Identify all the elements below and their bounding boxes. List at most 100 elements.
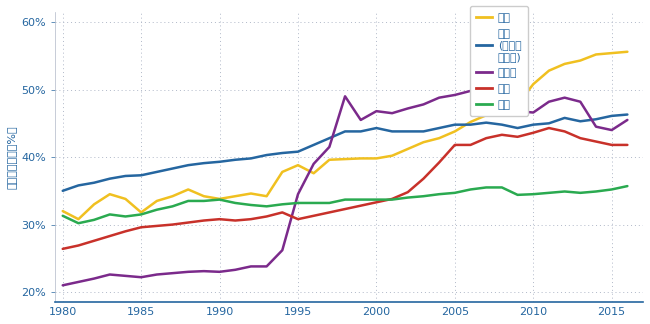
北美
(美国与
加拿大) — [122, 174, 129, 178]
中国 — [498, 133, 506, 137]
印度 — [404, 147, 411, 151]
印度 — [623, 50, 631, 54]
印度 — [185, 188, 192, 191]
欧洲 — [200, 199, 208, 203]
俄罗斯 — [90, 277, 98, 281]
俄罗斯 — [326, 145, 333, 149]
欧洲 — [326, 201, 333, 205]
北美
(美国与
加拿大) — [137, 173, 145, 177]
北美
(美国与
加拿大) — [231, 158, 239, 162]
北美
(美国与
加拿大) — [59, 189, 67, 193]
北美
(美国与
加拿大) — [278, 151, 286, 155]
俄罗斯 — [247, 264, 255, 268]
印度 — [561, 62, 569, 66]
俄罗斯 — [341, 94, 349, 98]
中国 — [310, 214, 318, 218]
俄罗斯 — [577, 100, 584, 104]
俄罗斯 — [185, 270, 192, 274]
印度 — [263, 194, 270, 198]
中国 — [341, 207, 349, 211]
俄罗斯 — [168, 271, 176, 275]
中国 — [561, 130, 569, 133]
印度 — [75, 217, 83, 221]
俄罗斯 — [498, 82, 506, 86]
欧洲 — [122, 214, 129, 218]
俄罗斯 — [310, 162, 318, 166]
俄罗斯 — [467, 89, 474, 93]
欧洲 — [75, 221, 83, 225]
欧洲 — [263, 204, 270, 208]
中国 — [326, 211, 333, 214]
北美
(美国与
加拿大) — [372, 126, 380, 130]
中国 — [608, 143, 616, 147]
欧洲 — [404, 196, 411, 200]
中国 — [106, 234, 114, 238]
俄罗斯 — [372, 109, 380, 113]
欧洲 — [90, 218, 98, 222]
中国 — [436, 160, 443, 164]
中国 — [545, 126, 553, 130]
北美
(美国与
加拿大) — [185, 163, 192, 167]
欧洲 — [106, 213, 114, 216]
北美
(美国与
加拿大) — [200, 161, 208, 165]
印度 — [294, 163, 302, 167]
印度 — [482, 113, 490, 117]
欧洲 — [419, 194, 427, 198]
北美
(美国与
加拿大) — [608, 114, 616, 118]
印度 — [357, 156, 365, 160]
印度 — [106, 192, 114, 196]
欧洲 — [310, 201, 318, 205]
北美
(美国与
加拿大) — [294, 150, 302, 154]
印度 — [341, 157, 349, 161]
中国 — [75, 244, 83, 248]
印度 — [216, 197, 224, 201]
北美
(美国与
加拿大) — [545, 122, 553, 125]
中国 — [90, 239, 98, 243]
俄罗斯 — [592, 125, 600, 129]
Line: 欧洲: 欧洲 — [63, 186, 627, 223]
印度 — [231, 194, 239, 198]
俄罗斯 — [608, 128, 616, 132]
俄罗斯 — [59, 284, 67, 287]
中国 — [200, 219, 208, 223]
中国 — [577, 136, 584, 140]
欧洲 — [357, 198, 365, 202]
欧洲 — [577, 191, 584, 195]
印度 — [545, 69, 553, 73]
中国 — [263, 214, 270, 218]
俄罗斯 — [451, 93, 459, 97]
俄罗斯 — [404, 107, 411, 110]
欧洲 — [341, 198, 349, 202]
欧洲 — [545, 191, 553, 195]
俄罗斯 — [75, 280, 83, 284]
印度 — [153, 199, 161, 203]
北美
(美国与
加拿大) — [168, 167, 176, 170]
欧洲 — [278, 202, 286, 206]
北美
(美国与
加拿大) — [404, 130, 411, 133]
中国 — [357, 204, 365, 208]
中国 — [482, 136, 490, 140]
俄罗斯 — [623, 118, 631, 122]
俄罗斯 — [388, 111, 396, 115]
俄罗斯 — [137, 275, 145, 279]
北美
(美国与
加拿大) — [419, 130, 427, 133]
中国 — [231, 219, 239, 223]
北美
(美国与
加拿大) — [310, 143, 318, 147]
印度 — [451, 130, 459, 133]
中国 — [404, 190, 411, 194]
俄罗斯 — [357, 118, 365, 122]
北美
(美国与
加拿大) — [577, 119, 584, 123]
印度 — [577, 59, 584, 63]
欧洲 — [216, 198, 224, 202]
印度 — [467, 120, 474, 124]
北美
(美国与
加拿大) — [451, 123, 459, 127]
印度 — [592, 52, 600, 56]
印度 — [608, 51, 616, 55]
Line: 印度: 印度 — [63, 52, 627, 219]
欧洲 — [59, 214, 67, 218]
中国 — [247, 217, 255, 221]
北美
(美国与
加拿大) — [561, 116, 569, 120]
Line: 俄罗斯: 俄罗斯 — [63, 84, 627, 285]
印度 — [200, 194, 208, 198]
印度 — [59, 209, 67, 213]
